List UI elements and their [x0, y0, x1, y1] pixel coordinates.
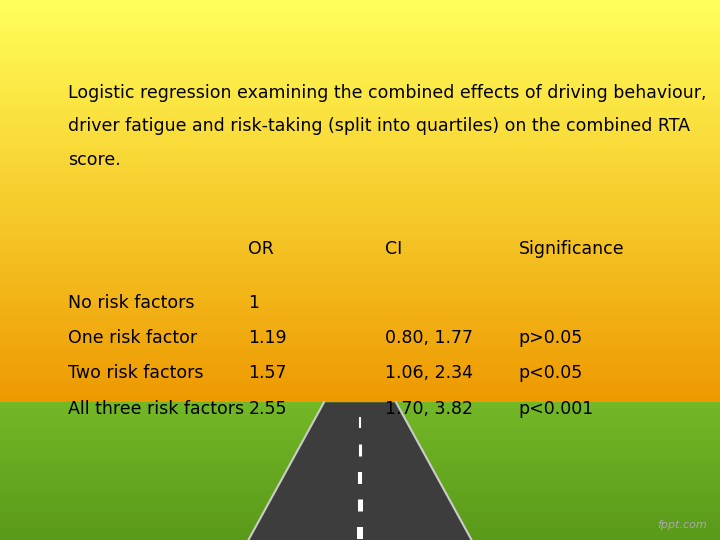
Text: OR: OR — [248, 240, 274, 258]
Text: p<0.001: p<0.001 — [518, 400, 594, 417]
Text: 1.57: 1.57 — [248, 364, 287, 382]
Text: CI: CI — [385, 240, 402, 258]
Text: Significance: Significance — [518, 240, 624, 258]
Text: 2.55: 2.55 — [248, 400, 287, 417]
Text: score.: score. — [68, 151, 121, 168]
Polygon shape — [248, 402, 472, 540]
Text: One risk factor: One risk factor — [68, 329, 197, 347]
Text: 0.80, 1.77: 0.80, 1.77 — [385, 329, 473, 347]
Text: driver fatigue and risk-taking (split into quartiles) on the combined RTA: driver fatigue and risk-taking (split in… — [68, 117, 690, 135]
Text: 1.70, 3.82: 1.70, 3.82 — [385, 400, 473, 417]
Text: All three risk factors: All three risk factors — [68, 400, 245, 417]
Text: Two risk factors: Two risk factors — [68, 364, 204, 382]
Text: p>0.05: p>0.05 — [518, 329, 582, 347]
Text: Logistic regression examining the combined effects of driving behaviour,: Logistic regression examining the combin… — [68, 84, 707, 102]
Text: 1.19: 1.19 — [248, 329, 287, 347]
Text: No risk factors: No risk factors — [68, 294, 195, 312]
Text: fppt.com: fppt.com — [657, 520, 707, 530]
Text: 1: 1 — [248, 294, 259, 312]
Text: p<0.05: p<0.05 — [518, 364, 582, 382]
Text: 1.06, 2.34: 1.06, 2.34 — [385, 364, 473, 382]
